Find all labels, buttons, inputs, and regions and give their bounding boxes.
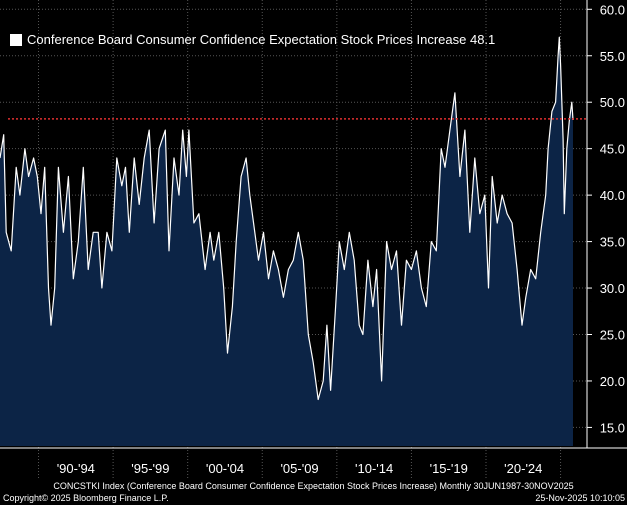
x-axis-period-labels: '90-'94 '95-'99 '00-'04 '05-'09 '10-'14 '15-'…	[57, 461, 543, 476]
legend-swatch	[10, 33, 22, 46]
y-tick-label: 30.0	[600, 281, 625, 296]
footer-timestamp: 25-Nov-2025 10:10:05	[535, 493, 625, 503]
x-period-label: '95-'99	[131, 461, 169, 476]
legend-label: Conference Board Consumer Confidence Exp…	[27, 32, 467, 47]
y-tick-label: 20.0	[600, 374, 625, 389]
y-axis-tick-labels: 15.0 20.0 25.0 30.0 35.0 40.0 45.0 50.0 55.0 60.0	[587, 2, 625, 435]
y-tick-label: 60.0	[600, 2, 625, 17]
x-period-label: '05-'09	[280, 461, 318, 476]
y-tick-label: 35.0	[600, 235, 625, 250]
chart-legend: Conference Board Consumer Confidence Exp…	[10, 32, 495, 47]
x-period-label: '10-'14	[355, 461, 393, 476]
axes	[0, 0, 627, 449]
y-tick-label: 40.0	[600, 188, 625, 203]
legend-last-value: 48.1	[469, 32, 496, 47]
chart-canvas: 15.0 20.0 25.0 30.0 35.0 40.0 45.0 50.0 55.0 60.0…	[0, 0, 627, 478]
y-tick-label: 55.0	[600, 49, 625, 64]
x-period-label: '00-'04	[206, 461, 244, 476]
series-line	[0, 36, 574, 401]
x-period-label: '20-'24	[504, 461, 542, 476]
y-tick-label: 25.0	[600, 328, 625, 343]
series-area	[0, 37, 573, 446]
y-tick-label: 45.0	[600, 142, 625, 157]
x-period-label: '15-'19	[430, 461, 468, 476]
footer-index-description: CONCSTKI Index (Conference Board Consume…	[53, 481, 574, 491]
y-tick-label: 15.0	[600, 420, 625, 435]
y-tick-label: 50.0	[600, 95, 625, 110]
footer-copyright: Copyright© 2025 Bloomberg Finance L.P.	[3, 493, 169, 503]
x-period-label: '90-'94	[57, 461, 95, 476]
